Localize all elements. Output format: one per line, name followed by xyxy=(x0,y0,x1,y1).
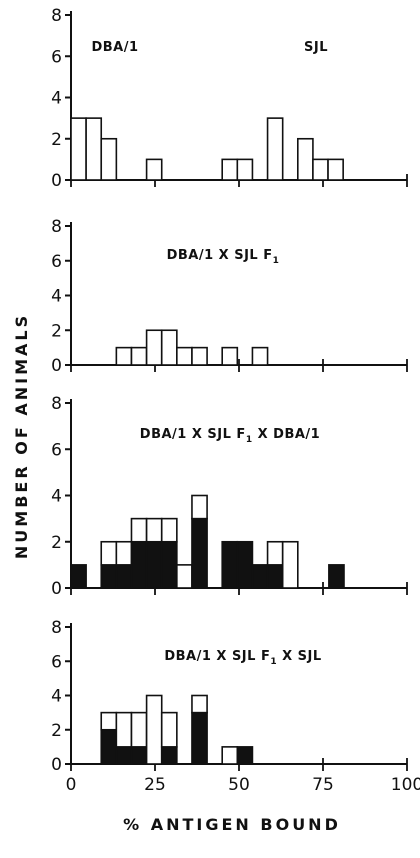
bar-open xyxy=(115,540,133,566)
x-tick-label: 100 xyxy=(391,775,420,795)
bar-filled xyxy=(160,540,178,589)
panel-label-left: DBA/1 xyxy=(91,40,138,55)
y-tick-label: 8 xyxy=(51,6,62,26)
histogram-panel-1: 0 2 4 6 8 DBA/1 SJL xyxy=(51,6,408,191)
bar-open xyxy=(70,117,87,181)
bar-filled xyxy=(191,517,208,589)
bar-open xyxy=(160,329,178,366)
bar-open xyxy=(327,158,344,181)
bar-open xyxy=(221,746,239,765)
bar-open xyxy=(160,517,178,543)
bar-filled xyxy=(115,746,133,765)
panel-label-right: SJL xyxy=(304,40,328,55)
bar-filled xyxy=(130,746,148,765)
y-tick-label: 4 xyxy=(51,287,62,307)
bar-open xyxy=(221,346,239,366)
bar-open xyxy=(130,517,148,543)
panel-title: DBA/1 X SJL F1 X SJL xyxy=(164,649,321,667)
bar-open xyxy=(191,494,208,520)
bar-open xyxy=(145,329,163,366)
bar-filled xyxy=(236,540,254,589)
histogram-panel-2: 0 2 4 6 8 DBA/1 X SJL F1 xyxy=(51,217,408,376)
bar-open xyxy=(100,711,118,731)
y-tick-label: 4 xyxy=(51,89,62,109)
bar-open xyxy=(176,346,193,366)
bar-open xyxy=(130,711,148,748)
bar-filled xyxy=(328,564,345,589)
bar-filled xyxy=(160,746,178,765)
y-tick-label: 2 xyxy=(51,721,62,741)
bar-filled xyxy=(100,564,118,589)
x-tick-label: 25 xyxy=(144,775,166,795)
y-tick-label: 0 xyxy=(51,579,62,599)
bar-open xyxy=(312,158,329,181)
x-tick-label: 75 xyxy=(312,775,334,795)
bar-filled xyxy=(236,746,254,765)
bar-open xyxy=(130,346,148,366)
panel-title: DBA/1 X SJL F1 xyxy=(167,248,280,266)
bar-open xyxy=(266,540,284,566)
y-tick-label: 4 xyxy=(51,687,62,707)
y-tick-label: 0 xyxy=(51,356,62,376)
bar-open xyxy=(85,117,103,181)
histogram-panel-3: 0 2 4 6 8 DBA/1 X SJL F1 X DBA/1 xyxy=(51,394,408,599)
y-tick-label: 2 xyxy=(51,533,62,553)
bar-filled xyxy=(130,540,148,589)
y-tick-label: 6 xyxy=(51,47,62,67)
panel-title: DBA/1 X SJL F1 X DBA/1 xyxy=(140,427,320,445)
x-axis-title: % ANTIGEN BOUND xyxy=(123,815,341,834)
bar-open xyxy=(160,711,178,748)
y-tick-label: 2 xyxy=(51,130,62,150)
bar-filled xyxy=(145,540,163,589)
panels-group: 0 2 4 6 8 DBA/1 SJL 0 2 4 6 8 DBA/1 X SJL F1 0 2 4 6 8 DBA… xyxy=(51,6,420,795)
bar-filled xyxy=(191,711,208,765)
y-tick-label: 8 xyxy=(51,217,62,237)
x-tick-label: 50 xyxy=(228,775,250,795)
y-tick-label: 0 xyxy=(51,171,62,191)
bar-open xyxy=(100,540,118,566)
bar-filled xyxy=(251,564,269,589)
bar-open xyxy=(145,694,163,765)
y-tick-label: 8 xyxy=(51,618,62,638)
y-tick-label: 4 xyxy=(51,487,62,507)
bar-open xyxy=(236,158,254,181)
bar-open xyxy=(100,137,118,181)
bar-open xyxy=(145,158,163,181)
bar-open xyxy=(296,137,314,181)
bar-open xyxy=(191,346,208,366)
y-axis-title: NUMBER OF ANIMALS xyxy=(12,313,31,559)
bar-open xyxy=(115,346,133,366)
y-tick-label: 0 xyxy=(51,755,62,775)
bar-filled xyxy=(70,564,87,589)
y-tick-label: 6 xyxy=(51,252,62,272)
histogram-panel-4: 0 2 4 6 8 DBA/1 X SJL F1 X SJL xyxy=(51,618,408,775)
bar-open xyxy=(281,540,299,589)
y-tick-label: 8 xyxy=(51,394,62,414)
bar-open xyxy=(115,711,133,748)
y-tick-label: 6 xyxy=(51,440,62,460)
bar-open xyxy=(266,117,284,181)
x-tick-label: 0 xyxy=(66,775,77,795)
bar-filled xyxy=(266,564,284,589)
y-tick-label: 6 xyxy=(51,652,62,672)
bar-filled xyxy=(100,728,118,765)
bar-open xyxy=(176,564,193,589)
bar-open xyxy=(221,158,239,181)
y-tick-label: 2 xyxy=(51,321,62,341)
bar-open xyxy=(191,694,208,714)
bar-open xyxy=(251,346,269,366)
bar-filled xyxy=(221,540,239,589)
bar-open xyxy=(145,517,163,543)
bar-filled xyxy=(115,564,133,589)
